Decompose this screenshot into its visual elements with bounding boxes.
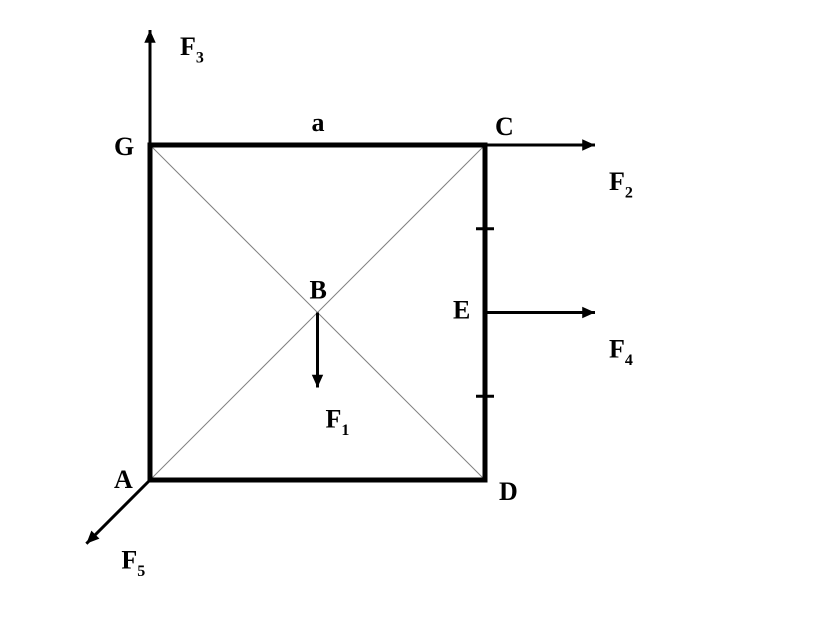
label-d: D <box>499 477 518 506</box>
arrow-head <box>144 30 155 43</box>
label-a: A <box>114 465 133 494</box>
label-f4: F4 <box>609 335 633 369</box>
arrow-head <box>582 139 595 150</box>
label-b: B <box>310 276 327 305</box>
label-side-a: a <box>312 108 325 137</box>
label-f1: F1 <box>326 405 350 439</box>
label-g: G <box>114 132 134 161</box>
label-f5: F5 <box>121 546 145 580</box>
arrow-head <box>312 375 323 388</box>
arrow-head <box>582 307 595 318</box>
label-e: E <box>453 296 470 325</box>
label-f3: F3 <box>180 32 204 66</box>
label-c: C <box>495 112 514 141</box>
label-f2: F2 <box>609 167 633 201</box>
